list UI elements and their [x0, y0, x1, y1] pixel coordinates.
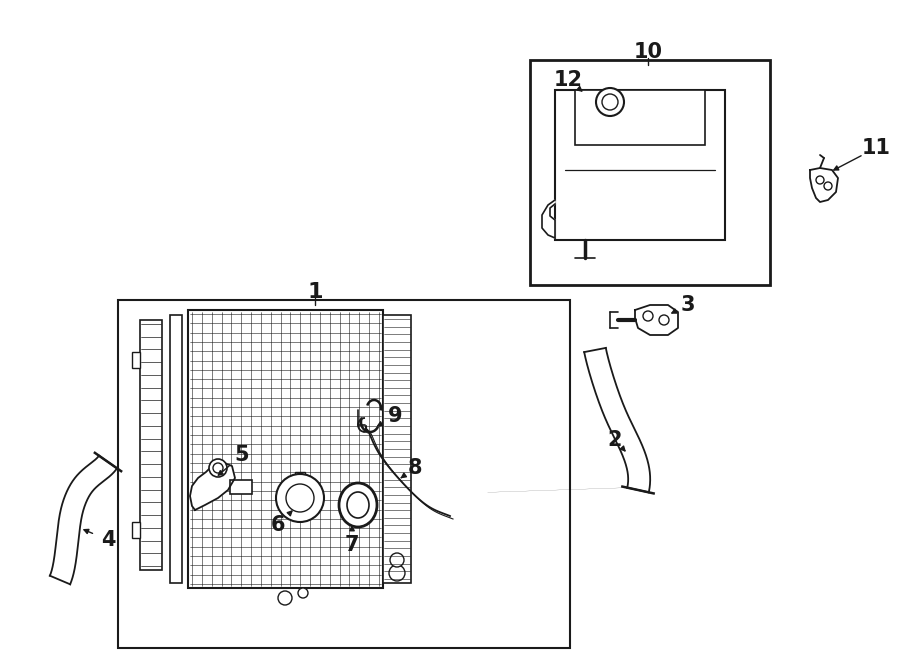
Circle shape [389, 565, 405, 581]
Text: 1: 1 [307, 282, 323, 302]
Ellipse shape [339, 483, 377, 527]
Bar [230, 480, 252, 494]
Bar [575, 90, 705, 145]
Circle shape [298, 588, 308, 598]
Circle shape [596, 88, 624, 116]
Circle shape [209, 459, 227, 477]
Bar [170, 315, 182, 583]
Text: 10: 10 [634, 42, 662, 62]
Text: 5: 5 [235, 445, 249, 465]
Bar [132, 522, 140, 538]
Bar [118, 300, 570, 648]
Circle shape [213, 463, 223, 473]
Circle shape [643, 311, 653, 321]
Bar [132, 352, 140, 368]
Circle shape [659, 315, 669, 325]
Text: 9: 9 [388, 406, 402, 426]
Bar [383, 315, 411, 583]
Text: 3: 3 [680, 295, 695, 315]
Circle shape [824, 182, 832, 190]
Bar [530, 60, 770, 285]
Text: 2: 2 [608, 430, 622, 450]
Ellipse shape [347, 492, 369, 518]
Polygon shape [810, 168, 838, 202]
Text: 11: 11 [861, 138, 890, 158]
Circle shape [390, 553, 404, 567]
Text: 4: 4 [101, 530, 115, 550]
Text: 8: 8 [408, 458, 422, 478]
Circle shape [276, 474, 324, 522]
Polygon shape [635, 305, 678, 335]
Bar [188, 310, 383, 588]
Bar [295, 472, 305, 478]
Text: 7: 7 [345, 535, 359, 555]
Bar [555, 90, 725, 240]
Polygon shape [190, 462, 235, 510]
Text: 6: 6 [271, 515, 285, 535]
Circle shape [816, 176, 824, 184]
Text: 12: 12 [554, 70, 582, 90]
Bar [140, 320, 162, 570]
Circle shape [602, 94, 618, 110]
Circle shape [278, 591, 292, 605]
Polygon shape [542, 200, 555, 238]
Circle shape [286, 484, 314, 512]
